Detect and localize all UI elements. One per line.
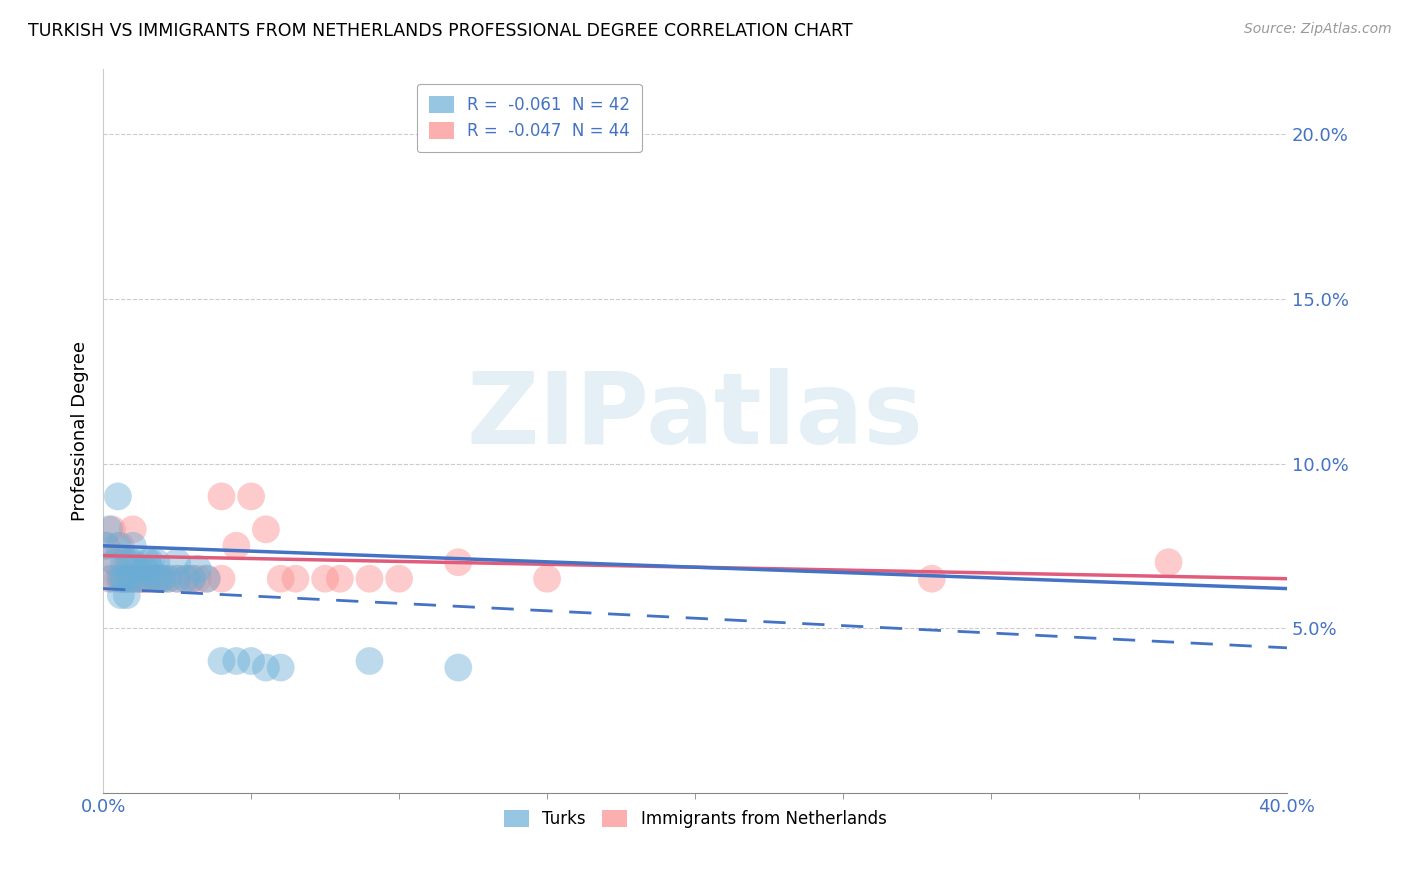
Point [107, 490, 129, 504]
Point [254, 522, 277, 536]
Point [148, 572, 170, 586]
Point [107, 539, 129, 553]
Point [225, 654, 247, 668]
Point [118, 572, 141, 586]
Point [115, 555, 138, 569]
Point [359, 572, 381, 586]
Point [136, 572, 159, 586]
Point [121, 555, 143, 569]
Point [139, 555, 162, 569]
Point [180, 572, 202, 586]
Point [166, 572, 188, 586]
Point [110, 539, 132, 553]
Point [110, 588, 132, 602]
Point [136, 572, 159, 586]
Point [187, 562, 209, 576]
Point [121, 539, 143, 553]
Point [118, 572, 141, 586]
Point [536, 572, 558, 586]
Point [136, 555, 159, 569]
Text: TURKISH VS IMMIGRANTS FROM NETHERLANDS PROFESSIONAL DEGREE CORRELATION CHART: TURKISH VS IMMIGRANTS FROM NETHERLANDS P… [28, 22, 853, 40]
Point [150, 572, 173, 586]
Point [187, 572, 209, 586]
Point [131, 572, 153, 586]
Point [157, 572, 180, 586]
Point [270, 660, 292, 674]
Point [115, 572, 138, 586]
Point [157, 572, 180, 586]
Point [145, 572, 167, 586]
Point [139, 572, 162, 586]
Point [166, 572, 188, 586]
Point [329, 572, 352, 586]
Point [314, 572, 336, 586]
Text: ZIPatlas: ZIPatlas [467, 368, 924, 465]
Point [1157, 555, 1180, 569]
Point [98, 522, 121, 536]
Point [110, 572, 132, 586]
Point [921, 572, 943, 586]
Point [121, 572, 143, 586]
Point [148, 572, 170, 586]
Point [359, 654, 381, 668]
Point [104, 555, 127, 569]
Point [180, 572, 202, 586]
Point [174, 572, 197, 586]
Point [112, 555, 135, 569]
Point [125, 572, 148, 586]
Point [107, 572, 129, 586]
Point [150, 572, 173, 586]
Point [270, 572, 292, 586]
Point [110, 572, 132, 586]
Point [447, 555, 470, 569]
Point [388, 572, 411, 586]
Point [121, 522, 143, 536]
Point [128, 572, 150, 586]
Point [134, 562, 156, 576]
Point [211, 654, 233, 668]
Point [142, 572, 165, 586]
Legend: Turks, Immigrants from Netherlands: Turks, Immigrants from Netherlands [496, 804, 893, 835]
Point [195, 572, 218, 586]
Point [131, 572, 153, 586]
Y-axis label: Professional Degree: Professional Degree [72, 341, 89, 521]
Point [145, 555, 167, 569]
Point [131, 572, 153, 586]
Point [101, 572, 124, 586]
Point [125, 572, 148, 586]
Point [139, 562, 162, 576]
Point [166, 555, 188, 569]
Point [240, 654, 263, 668]
Point [104, 555, 127, 569]
Point [128, 562, 150, 576]
Point [101, 522, 124, 536]
Point [94, 539, 117, 553]
Point [225, 539, 247, 553]
Point [134, 572, 156, 586]
Point [115, 588, 138, 602]
Point [98, 572, 121, 586]
Point [254, 660, 277, 674]
Point [240, 490, 263, 504]
Point [118, 555, 141, 569]
Point [174, 572, 197, 586]
Point [145, 572, 167, 586]
Point [94, 539, 117, 553]
Point [284, 572, 307, 586]
Text: Source: ZipAtlas.com: Source: ZipAtlas.com [1244, 22, 1392, 37]
Point [211, 490, 233, 504]
Point [112, 572, 135, 586]
Point [195, 572, 218, 586]
Point [447, 660, 470, 674]
Point [112, 572, 135, 586]
Point [211, 572, 233, 586]
